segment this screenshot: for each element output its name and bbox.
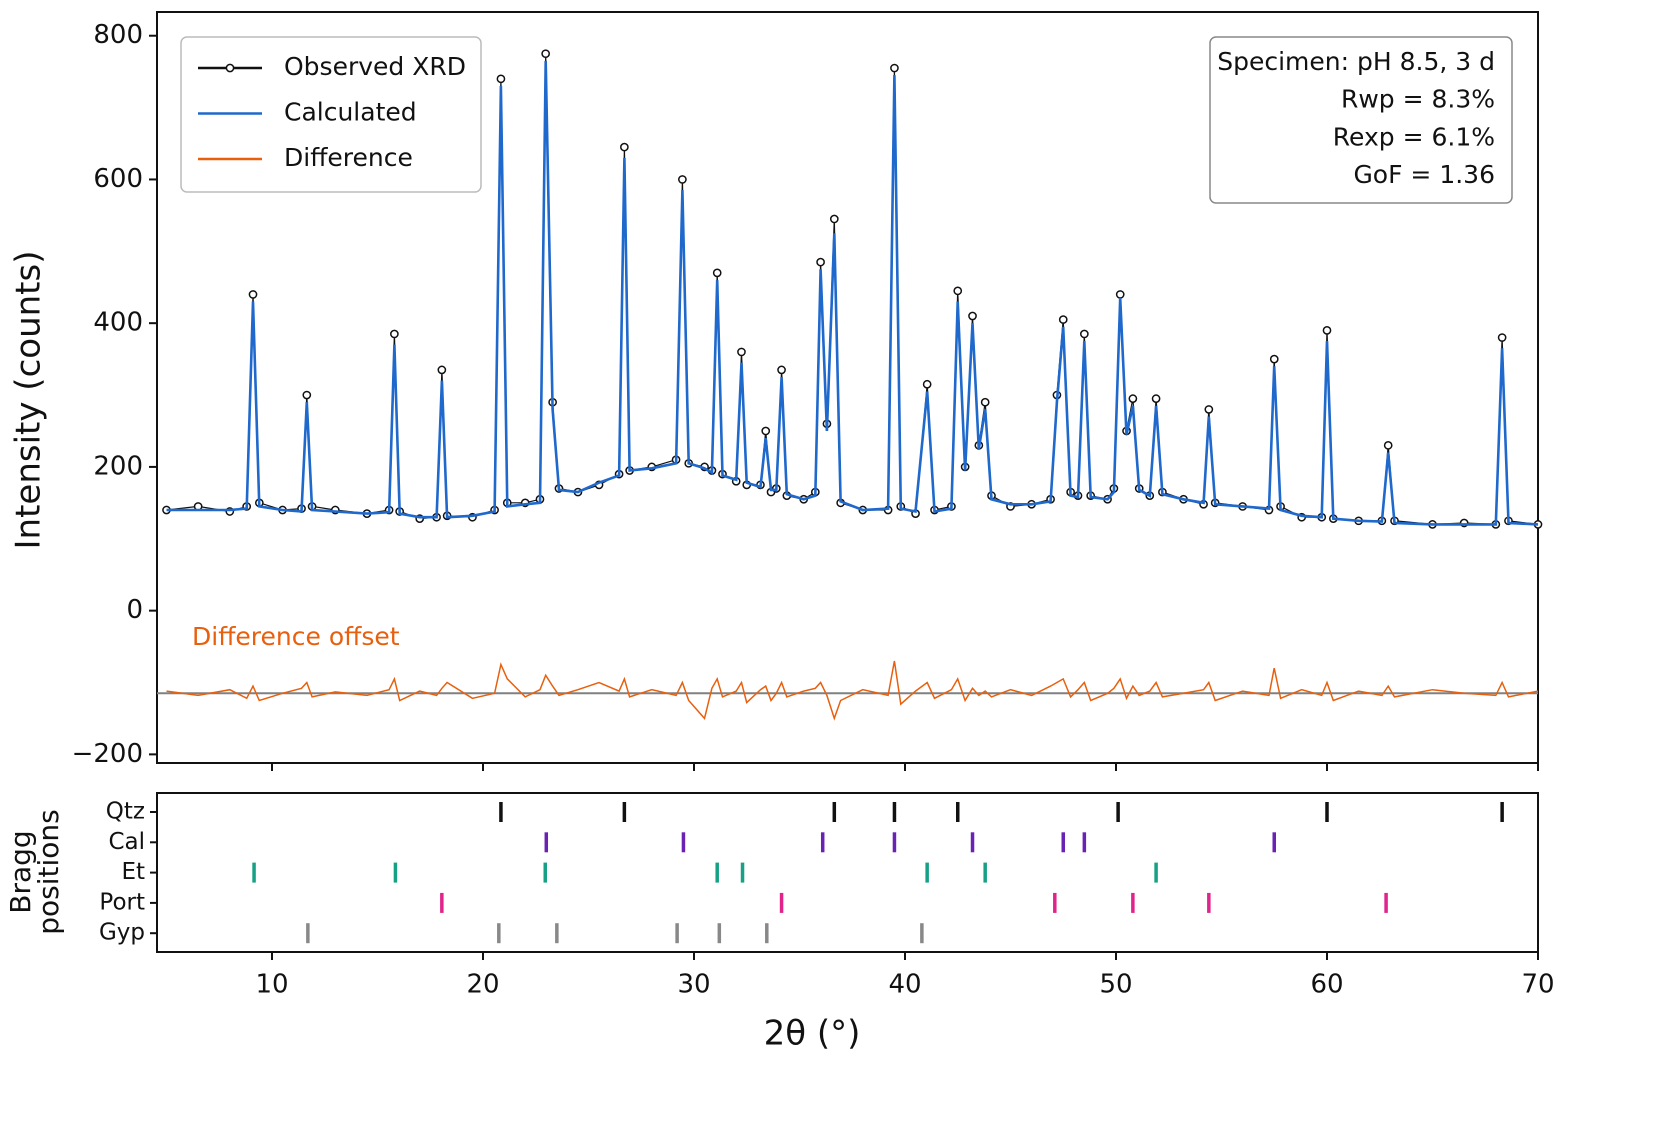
observed-point [968,311,977,321]
observed-point [1115,290,1125,299]
observed-point [953,286,963,296]
observed-point [620,142,629,152]
stats-line: Rwp = 8.3% [1341,85,1495,114]
observed-point [1151,394,1161,403]
x-tick-label: 60 [1310,970,1343,1000]
observed-point [761,426,771,436]
legend-marker [225,63,235,73]
x-tick-label: 30 [677,970,710,1000]
y-tick-label: 200 [93,451,143,481]
observed-point [816,257,825,267]
series-line [166,60,1539,526]
stats-box [1209,36,1513,204]
observed-point [1058,315,1068,324]
y-tick-label: 400 [93,308,143,338]
observed-point [829,214,839,224]
row-label: Qtz [106,799,145,825]
stats-line: GoF = 1.36 [1353,160,1495,189]
x-tick-label: 70 [1521,970,1554,1000]
x-tick-label: 20 [466,970,499,1000]
series-line [166,660,1539,721]
bragg-label: Bragg [4,830,37,913]
observed-point [390,329,399,339]
observed-point [678,175,687,184]
observed-point [437,365,447,375]
legend-label: Observed XRD [284,52,466,81]
observed-point [1204,405,1214,414]
annotation: Difference offset [192,622,400,651]
observed-point [541,49,551,59]
observed-point [777,365,786,375]
row-label: Gyp [99,920,145,946]
main-plot-frame [156,11,1539,764]
observed-point [1269,354,1279,364]
bragg-plot-frame [156,792,1539,953]
observed-point [737,347,746,357]
y-tick-label: 600 [93,164,143,194]
y-tick-label: 800 [93,20,143,50]
observed-point [1128,394,1138,403]
legend-box [180,36,482,193]
legend-label: Calculated [284,98,417,127]
observed-point [1383,441,1393,450]
stats-line: Specimen: pH 8.5, 3 d [1217,47,1495,76]
observed-point [922,379,932,389]
stats-line: Rexp = 6.1% [1333,122,1495,151]
observed-point [712,268,722,278]
bragg-label: positions [32,809,65,935]
row-label: Port [99,889,145,915]
x-tick-label: 50 [1099,970,1132,1000]
x-tick-label: 10 [255,970,288,1000]
observed-point [890,63,899,73]
legend-label: Difference [284,143,413,172]
x-axis-label: 2θ (°) [764,1014,861,1054]
y-axis-label: Intensity (counts) [9,251,49,550]
x-tick-label: 40 [888,970,921,1000]
observed-point [1322,326,1332,335]
observed-point [302,390,312,400]
observed-point [1497,333,1507,342]
row-label: Cal [108,829,145,855]
y-tick-label: −200 [72,739,143,769]
observed-point [248,290,258,299]
y-tick-label: 0 [126,595,143,625]
observed-point [496,74,506,84]
observed-point [980,397,990,407]
observed-point [1079,329,1089,339]
row-label: Et [121,859,145,885]
